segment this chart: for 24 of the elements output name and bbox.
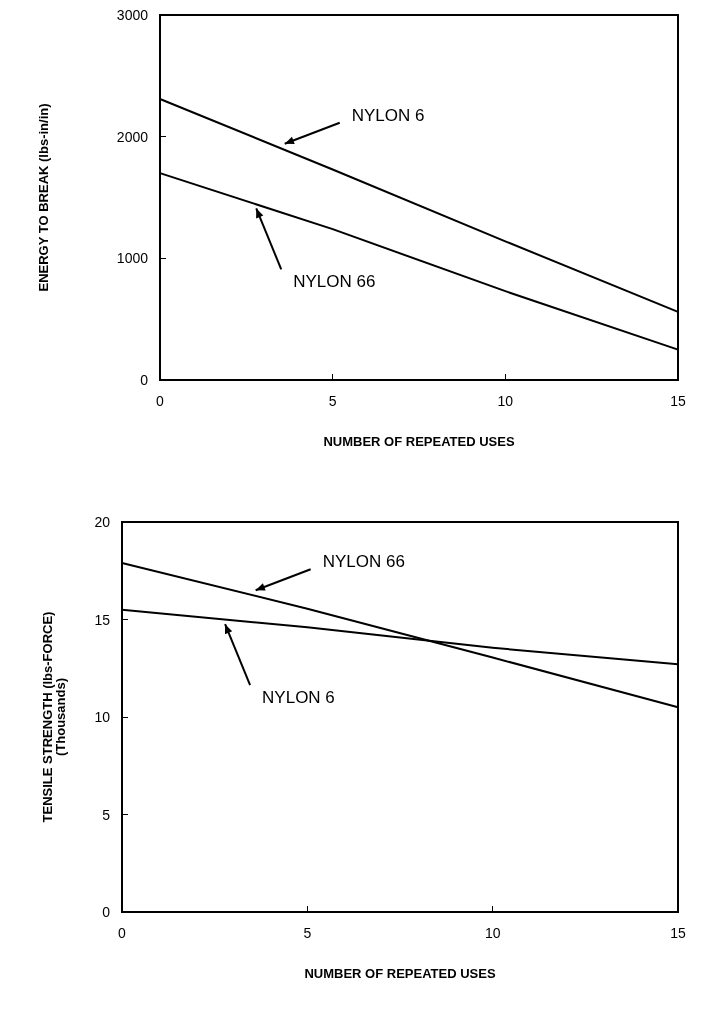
y-tick-label: 3000 bbox=[116, 7, 149, 23]
x-tick-label: 15 bbox=[670, 925, 686, 941]
x-tick-label: 10 bbox=[497, 393, 514, 409]
y-tick-label: 0 bbox=[140, 372, 149, 388]
text: NYLON 6 bbox=[262, 688, 335, 708]
y-tick-label: 0 bbox=[102, 904, 111, 920]
x-tick-label: 10 bbox=[484, 925, 501, 941]
y-tick-label: 2000 bbox=[116, 128, 149, 145]
y-tick-label: 5 bbox=[102, 806, 111, 823]
y-axis-title: TENSILE STRENGTH (lbs-FORCE) (Thousands) bbox=[40, 611, 68, 823]
y-tick-label: 20 bbox=[94, 514, 111, 530]
x-axis-title: NUMBER OF REPEATED USES bbox=[323, 434, 515, 449]
x-tick-label: 5 bbox=[328, 393, 337, 409]
y-tick-label: 15 bbox=[94, 611, 111, 628]
x-axis-title: NUMBER OF REPEATED USES bbox=[304, 966, 496, 981]
text: NYLON 6 bbox=[351, 105, 425, 125]
y-tick-label: 10 bbox=[94, 709, 111, 725]
x-tick-label: 5 bbox=[303, 925, 312, 941]
text: NYLON 66 bbox=[322, 552, 405, 572]
x-tick-label: 0 bbox=[156, 393, 165, 409]
y-tick-label: 1000 bbox=[116, 250, 149, 267]
series-label: NYLON 66 bbox=[293, 272, 376, 292]
x-tick-label: 15 bbox=[670, 393, 686, 409]
y-axis-title: ENERGY TO BREAK (lbs-in/in) bbox=[36, 103, 51, 292]
